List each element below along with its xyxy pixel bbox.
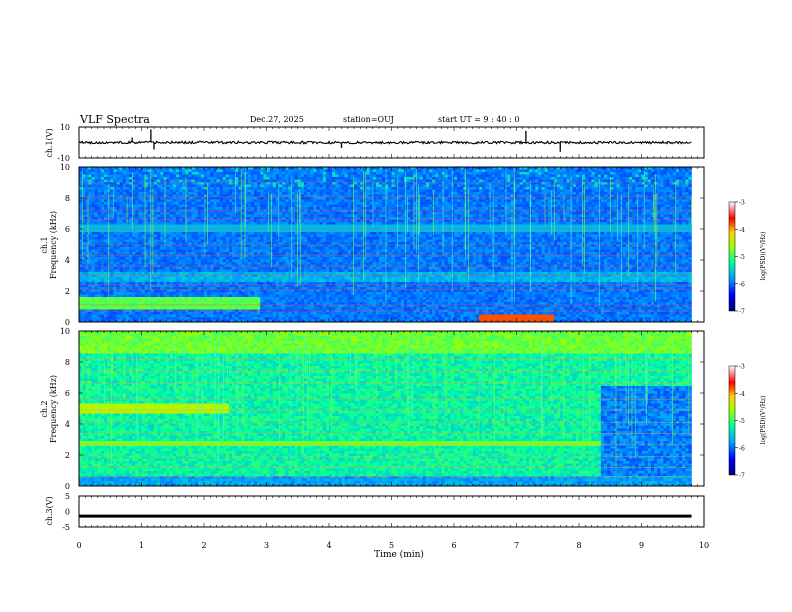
colorbar-tick-label: -6 — [739, 281, 745, 288]
ch2-frequency-label: Frequency (kHz) — [49, 375, 58, 443]
ch2-spectrogram — [79, 331, 692, 487]
y-tick-label: 10 — [60, 123, 70, 132]
y-tick-label: 6 — [65, 225, 70, 234]
ch2-colorbar: -3 -4 -5 -6 -7 — [728, 364, 745, 480]
colorbar-tick-label: -5 — [739, 254, 745, 261]
x-tick-label: 2 — [201, 541, 206, 550]
figure-title: VLF Spectra — [79, 113, 150, 126]
ch2-colorbar-bar — [728, 365, 736, 476]
ch1-colorbar: -3 -4 -5 -6 -7 — [728, 200, 745, 316]
x-tick-label: 7 — [514, 541, 519, 550]
ch1-colorbar-bar — [728, 201, 736, 312]
ch2-colorbar-label: log(PSD)(V²/Hz) — [760, 396, 767, 445]
start-time-label: start UT = 9 : 40 : 0 — [438, 115, 519, 124]
y-tick-label: 4 — [65, 256, 70, 265]
y-tick-label: 8 — [65, 194, 70, 203]
y-tick-label: 6 — [65, 389, 70, 398]
x-tick-label: 9 — [639, 541, 644, 550]
y-tick-label: 10 — [60, 327, 70, 336]
x-tick-label: 4 — [326, 541, 331, 550]
y-tick-label: -10 — [57, 154, 70, 163]
ch3-waveform-frame — [78, 495, 705, 528]
x-tick-label: 3 — [264, 541, 269, 550]
ch1-waveform-trace — [78, 129, 692, 152]
ch1-waveform-ylabel: ch.1(V) — [45, 128, 54, 157]
x-axis-title: Time (min) — [374, 549, 424, 560]
colorbar-tick-label: -4 — [739, 227, 745, 234]
x-tick-label: 6 — [451, 541, 456, 550]
y-tick-label: 0 — [65, 318, 70, 327]
colorbar-tick-label: -5 — [739, 418, 745, 425]
ch1-frequency-label: Frequency (kHz) — [49, 211, 58, 279]
y-tick-label: 2 — [65, 451, 70, 460]
y-tick-label: 5 — [65, 492, 70, 501]
ch1-colorbar-label: log(PSD)(V²/Hz) — [760, 232, 767, 281]
colorbar-tick-label: -7 — [739, 309, 745, 316]
y-tick-label: 10 — [60, 163, 70, 172]
colorbar-tick-label: -4 — [739, 391, 745, 398]
ch1-waveform-line — [78, 139, 692, 145]
ch1-spectrogram-ylabel: ch.1 Frequency (kHz) — [40, 211, 58, 279]
y-tick-label: 2 — [65, 287, 70, 296]
colorbar-tick-label: -3 — [739, 364, 745, 371]
ch1-spectrogram — [79, 167, 692, 323]
y-tick-label: 0 — [65, 482, 70, 491]
ch1-channel-label: ch.1 — [40, 236, 49, 253]
x-tick-label: 0 — [76, 541, 81, 550]
x-tick-label: 8 — [576, 541, 581, 550]
ch2-spectrogram-ylabel: ch.2 Frequency (kHz) — [40, 375, 58, 443]
station-label: station=OUJ — [343, 115, 394, 124]
ch3-waveform-ylabel: ch.3(V) — [45, 496, 54, 525]
x-tick-labels: 0 1 2 3 4 5 6 7 8 9 10 — [76, 541, 709, 550]
x-tick-label: 1 — [139, 541, 144, 550]
y-tick-label: -5 — [62, 523, 70, 532]
colorbar-tick-label: -3 — [739, 200, 745, 207]
y-tick-label: 0 — [65, 508, 70, 517]
date-label: Dec.27, 2025 — [250, 115, 304, 124]
colorbar-tick-label: -6 — [739, 445, 745, 452]
y-tick-label: 4 — [65, 420, 70, 429]
axis-ticks — [78, 127, 705, 527]
x-tick-label: 5 — [389, 541, 394, 550]
colorbar-tick-label: -7 — [739, 473, 745, 480]
x-tick-label: 10 — [699, 541, 709, 550]
ch2-channel-label: ch.2 — [40, 400, 49, 417]
y-tick-label: 8 — [65, 358, 70, 367]
